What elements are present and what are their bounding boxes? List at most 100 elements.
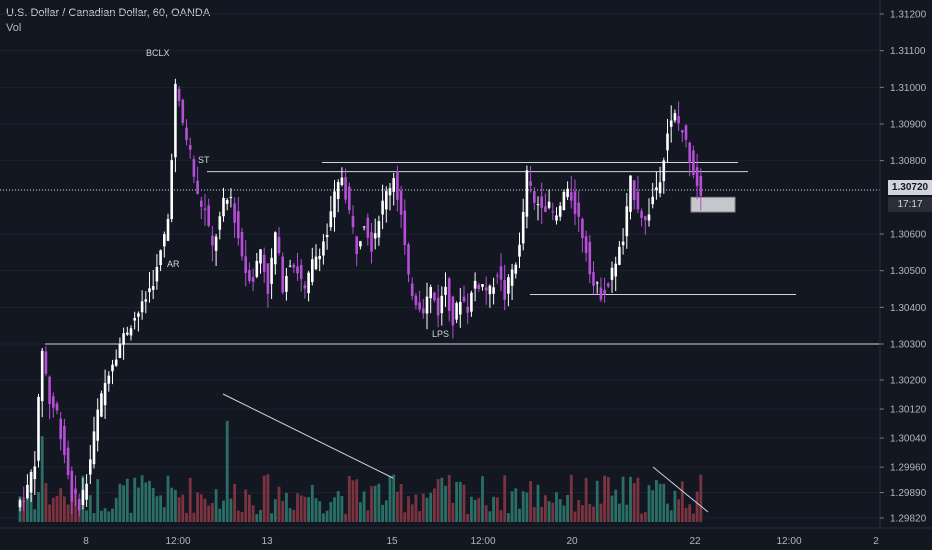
volume-trendline xyxy=(222,393,394,479)
candle-body xyxy=(85,483,88,500)
candle-body xyxy=(462,296,466,302)
volume-bar xyxy=(344,513,347,522)
volume-bar xyxy=(140,475,144,522)
volume-bar xyxy=(521,491,525,522)
candles xyxy=(18,78,703,517)
candle-body xyxy=(436,297,440,316)
volume-bar xyxy=(192,512,196,522)
volume-bar xyxy=(388,476,392,522)
volume-bar xyxy=(444,485,447,522)
candle-body xyxy=(521,211,525,244)
candle-body xyxy=(477,284,481,290)
candle-body xyxy=(699,175,703,196)
candle-body xyxy=(22,500,25,502)
candle-body xyxy=(640,210,643,218)
volume-bar xyxy=(666,503,669,522)
candle-body xyxy=(196,180,199,194)
bar-countdown-tag: 17:17 xyxy=(888,197,932,212)
volume-bar xyxy=(558,499,562,522)
candle-body xyxy=(425,296,429,314)
wyckoff-label: BCLX xyxy=(146,48,170,58)
volume-bar xyxy=(410,504,414,522)
volume-bar xyxy=(662,483,666,522)
time-axis[interactable]: 8 12:00 13 15 12:00 20 22 12:00 2 xyxy=(0,527,932,547)
candle-body xyxy=(410,283,414,296)
volume-bar xyxy=(373,485,377,522)
candle-body xyxy=(170,160,173,220)
candle-body xyxy=(403,210,407,246)
candle-body xyxy=(159,250,162,266)
candle-body xyxy=(558,205,562,217)
candle-body xyxy=(322,241,325,256)
candle-body xyxy=(562,191,566,211)
candle-body xyxy=(296,266,299,274)
candle-body xyxy=(684,125,688,140)
volume-bar xyxy=(133,477,137,522)
volume-bar xyxy=(63,496,66,522)
time-tick-label: 13 xyxy=(261,536,273,547)
candle-body xyxy=(692,150,695,175)
volume-bar xyxy=(44,483,48,522)
volume-bar xyxy=(285,492,288,522)
candle-body xyxy=(211,235,214,246)
candle-body xyxy=(422,308,425,314)
volume-bar xyxy=(177,497,181,522)
volume-bar xyxy=(377,483,381,522)
candle-body xyxy=(33,466,37,480)
volume-bar xyxy=(214,489,218,522)
volume-bar xyxy=(125,478,129,522)
volume-bar xyxy=(381,504,384,522)
volume-bar xyxy=(514,488,518,522)
volume-bar xyxy=(292,509,296,522)
candle-body xyxy=(251,277,255,282)
volume-bar xyxy=(680,481,684,522)
volume-bar xyxy=(122,485,125,522)
candle-body xyxy=(666,133,669,151)
volume-bar xyxy=(33,509,37,522)
volume-bar xyxy=(351,480,355,522)
volume-bar xyxy=(536,484,540,522)
volume-bar xyxy=(651,490,655,522)
volume-bar xyxy=(621,476,625,522)
price-axis[interactable]: 1.31200 1.31100 1.31000 1.30900 1.30800 1.306… xyxy=(879,0,927,528)
volume-trendline xyxy=(652,466,709,513)
candle-body xyxy=(473,280,477,289)
candle-body xyxy=(673,113,677,121)
candle-body xyxy=(540,196,543,208)
volume-bar xyxy=(329,501,333,522)
volume-bar xyxy=(185,512,188,522)
candle-body xyxy=(233,203,236,223)
volume-bar xyxy=(566,494,569,522)
candle-body xyxy=(492,287,495,294)
current-price-tag: 1.30720 xyxy=(888,180,932,195)
candle-body xyxy=(681,130,684,133)
volume-bar xyxy=(677,499,680,522)
time-tick-label: 12:00 xyxy=(776,536,801,547)
candle-body xyxy=(40,350,44,402)
candle-body xyxy=(244,256,247,273)
price-tick-label: 1.29890 xyxy=(890,488,927,499)
candle-body xyxy=(440,295,444,314)
candle-body xyxy=(26,484,29,499)
volume-bar xyxy=(436,479,440,522)
volume-bar xyxy=(492,496,495,522)
candle-body xyxy=(237,211,240,239)
candle-body xyxy=(433,292,436,301)
volume-bar xyxy=(340,496,344,522)
candle-body xyxy=(377,221,381,238)
candle-body xyxy=(636,191,640,210)
volume-bar xyxy=(40,436,44,522)
volume-bar xyxy=(544,495,547,522)
candle-body xyxy=(507,277,510,294)
volume-bar xyxy=(399,483,403,522)
volume-bar xyxy=(573,511,577,522)
price-tick-label: 1.31100 xyxy=(890,46,926,57)
candle-body xyxy=(44,351,48,374)
volume-bar xyxy=(188,477,192,522)
candle-body xyxy=(525,170,529,217)
volume-bar xyxy=(636,477,640,522)
candle-body xyxy=(103,383,107,406)
price-tick-label: 1.30500 xyxy=(890,266,927,277)
candle-body xyxy=(447,278,451,311)
